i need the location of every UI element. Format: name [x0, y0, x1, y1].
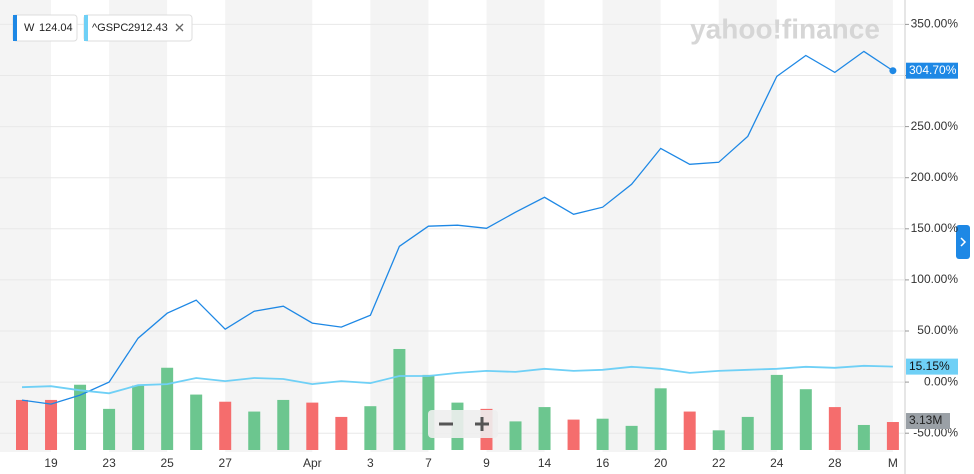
legend-chip[interactable]: ^GSPC 2912.43 [83, 14, 193, 42]
volume-bar [161, 367, 174, 450]
x-tick-label: 27 [219, 456, 233, 470]
x-tick-label: 7 [425, 456, 432, 470]
x-tick-label: 3 [367, 456, 374, 470]
x-tick-label: 23 [102, 456, 116, 470]
y-tick-label: 200.00% [911, 170, 959, 184]
volume-bar [74, 384, 87, 450]
series-line [21, 364, 893, 395]
volume-bar [567, 419, 580, 450]
volume-bar [509, 421, 522, 450]
x-tick-label: 14 [538, 456, 552, 470]
volume-bar [654, 388, 667, 450]
volume-bar [190, 394, 203, 450]
x-tick-label: 25 [160, 456, 174, 470]
y-tick-label: 350.00% [911, 17, 959, 31]
volume-bar [886, 422, 899, 450]
volume-bar [770, 374, 783, 450]
volume-bar [364, 406, 377, 450]
y-tick-label: 0.00% [924, 374, 958, 388]
volume-bar [248, 411, 261, 450]
volume-bar [799, 389, 812, 450]
volume-bar [306, 402, 319, 450]
value-label-bg [906, 358, 958, 375]
band [225, 0, 313, 452]
x-tick-label: 22 [712, 456, 726, 470]
zoom-in[interactable] [475, 417, 489, 431]
volume-bar [45, 399, 58, 450]
band [834, 0, 893, 452]
watermark: yahoo!finance [690, 13, 880, 44]
legend-name: ^GSPC [92, 22, 128, 34]
volume-bar [538, 407, 551, 450]
value-label-bg [906, 62, 958, 79]
series-line [21, 50, 894, 405]
volume-bar [132, 385, 145, 450]
volume-bar [219, 401, 232, 450]
lines [21, 50, 897, 405]
value-label-bg [906, 413, 950, 430]
band [486, 0, 545, 452]
legend-chip[interactable]: W 124.04 [12, 14, 78, 42]
volume-bar [712, 430, 725, 450]
x-tick-label: Apr [303, 456, 322, 470]
volume-bar [277, 399, 290, 450]
volume-bar [857, 424, 870, 450]
y-tick-label: 250.00% [911, 119, 959, 133]
legend-price: 2912.43 [128, 22, 168, 34]
close-icon[interactable] [175, 23, 184, 32]
y-tick-label: 100.00% [911, 272, 959, 286]
last-point [889, 67, 897, 75]
value-label: 15.15% [909, 359, 950, 373]
x-tick-label: 20 [654, 456, 668, 470]
y-tick-label: 150.00% [911, 221, 959, 235]
volume-bar [596, 418, 609, 450]
band [602, 0, 661, 452]
band [718, 0, 777, 452]
x-tick-label: 9 [483, 456, 490, 470]
band [0, 0, 52, 452]
x-tick-label: 19 [44, 456, 58, 470]
x-tick-label: 28 [828, 456, 842, 470]
value-label: 304.70% [909, 63, 957, 77]
y-tick-label: 50.00% [917, 323, 958, 337]
volume-bar [393, 348, 406, 450]
volume-bar [16, 399, 28, 450]
side-toggle[interactable] [956, 225, 970, 259]
volume-bar [741, 416, 754, 450]
value-label: 3.13M [909, 413, 942, 427]
x-tick-label: M [888, 456, 898, 470]
x-tick-label: 24 [770, 456, 784, 470]
volume-bar [103, 408, 116, 450]
volume-bar [625, 425, 638, 450]
volume-bar [683, 411, 696, 450]
x-tick-label: 16 [596, 456, 610, 470]
zoom-control [428, 410, 498, 438]
volume-bar [335, 416, 348, 450]
legend-price: 124.04 [39, 22, 73, 34]
legend-name: W [24, 22, 35, 34]
volume-bar [828, 407, 841, 450]
